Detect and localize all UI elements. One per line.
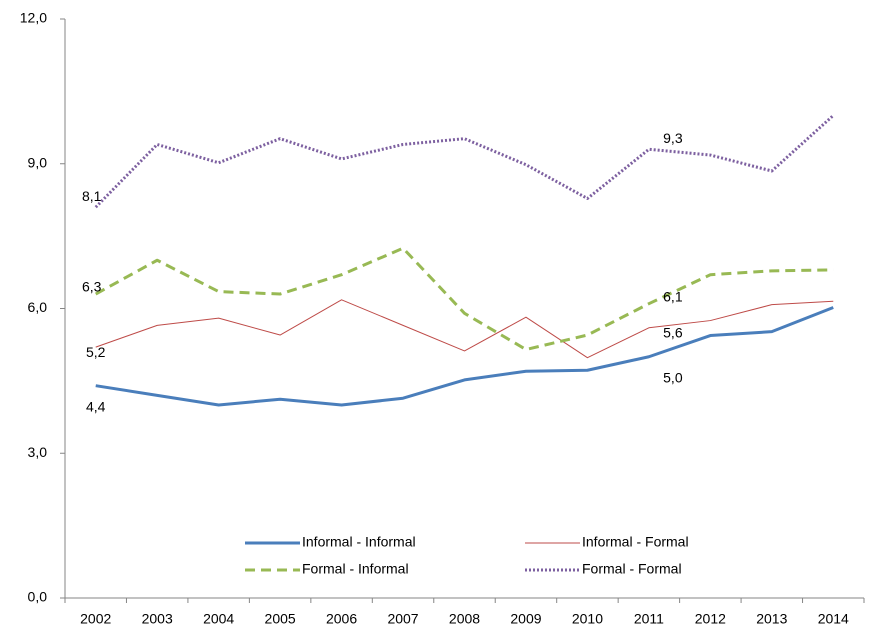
x-tick-label: 2013 [756,611,787,627]
y-tick-label: 6,0 [28,299,48,315]
series-line [94,114,835,209]
x-tick-label: 2014 [818,611,849,627]
legend-label: Informal - Formal [582,534,689,550]
legend-label: Informal - Informal [302,534,416,550]
data-label: 5,6 [663,325,683,341]
x-tick-label: 2008 [449,611,480,627]
y-tick-label: 12,0 [20,10,47,26]
y-tick-label: 9,0 [28,154,48,170]
x-tick-label: 2007 [387,611,418,627]
y-tick-label: 3,0 [28,444,48,460]
x-tick-label: 2004 [203,611,234,627]
x-tick-label: 2012 [695,611,726,627]
series-line [95,246,834,352]
data-label: 6,1 [663,288,683,304]
data-label: 4,4 [86,398,106,414]
series-line [95,299,834,359]
data-label: 8,1 [82,188,102,204]
data-label: 5,0 [663,369,683,385]
data-label: 9,3 [663,130,683,146]
series-line [95,306,834,407]
y-tick-label: 0,0 [28,589,48,605]
x-tick-label: 2010 [572,611,603,627]
x-tick-label: 2003 [142,611,173,627]
data-label: 5,2 [86,344,106,360]
data-label: 6,3 [82,279,102,295]
x-tick-label: 2005 [265,611,296,627]
legend-label: Formal - Informal [302,561,409,577]
x-tick-label: 2006 [326,611,357,627]
x-tick-label: 2002 [80,611,111,627]
legend-label: Formal - Formal [582,561,682,577]
x-tick-label: 2011 [634,611,664,627]
x-tick-label: 2009 [510,611,541,627]
